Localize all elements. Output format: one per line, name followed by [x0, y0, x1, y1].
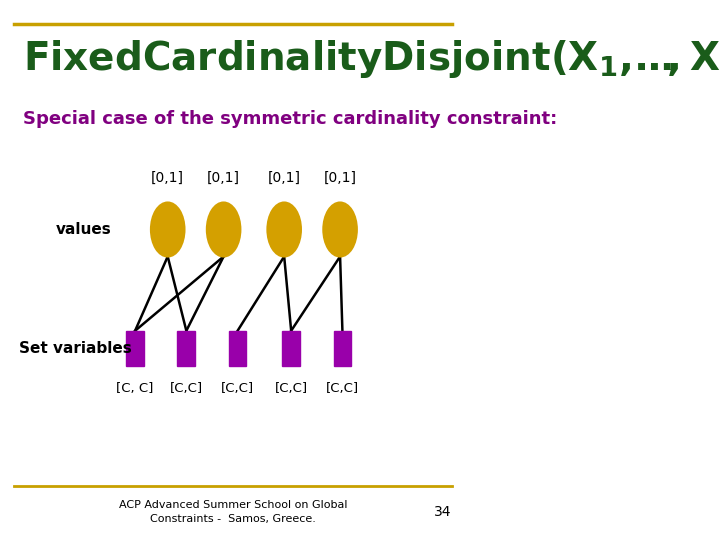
Text: [0,1]: [0,1]	[268, 171, 301, 185]
Text: $\mathbf{FixedCardinalityDisjoint(X_1,\!\ldots\!,X_n,C)}$: $\mathbf{FixedCardinalityDisjoint(X_1,\!…	[23, 38, 720, 80]
FancyBboxPatch shape	[229, 330, 246, 366]
Text: [C,C]: [C,C]	[221, 382, 254, 395]
Text: Set variables: Set variables	[19, 341, 131, 356]
Text: [C, C]: [C, C]	[117, 382, 154, 395]
Text: values: values	[56, 222, 112, 237]
Ellipse shape	[207, 202, 240, 256]
FancyBboxPatch shape	[333, 330, 351, 366]
FancyBboxPatch shape	[178, 330, 195, 366]
Text: [C,C]: [C,C]	[326, 382, 359, 395]
Text: [C,C]: [C,C]	[274, 382, 307, 395]
Text: [0,1]: [0,1]	[151, 171, 184, 185]
Text: [C,C]: [C,C]	[170, 382, 203, 395]
Text: 34: 34	[434, 505, 452, 519]
Text: ACP Advanced Summer School on Global: ACP Advanced Summer School on Global	[119, 500, 347, 510]
Ellipse shape	[267, 202, 301, 256]
Text: Special case of the symmetric cardinality constraint:: Special case of the symmetric cardinalit…	[23, 110, 557, 128]
Text: [0,1]: [0,1]	[323, 171, 356, 185]
Ellipse shape	[323, 202, 357, 256]
FancyBboxPatch shape	[282, 330, 300, 366]
Ellipse shape	[151, 202, 184, 256]
Text: [0,1]: [0,1]	[207, 171, 240, 185]
FancyBboxPatch shape	[126, 330, 144, 366]
Text: Constraints -  Samos, Greece.: Constraints - Samos, Greece.	[150, 515, 316, 524]
